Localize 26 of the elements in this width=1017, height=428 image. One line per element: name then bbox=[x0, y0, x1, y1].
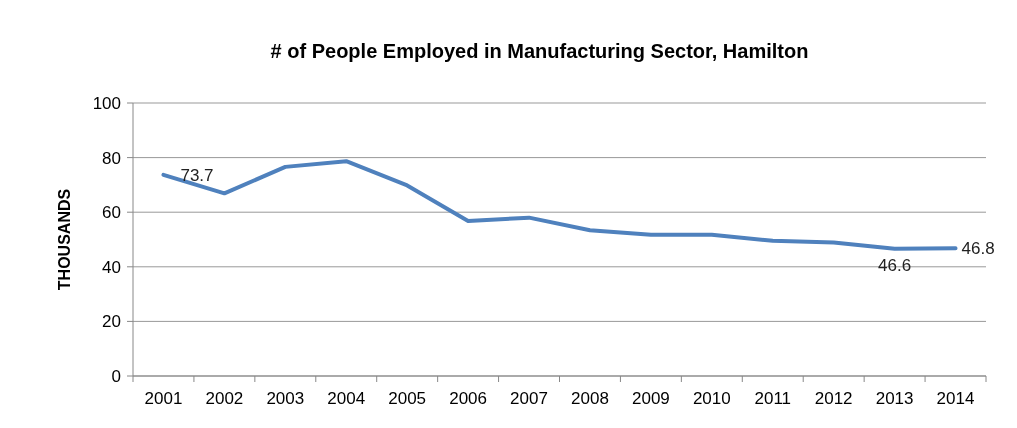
x-tick-label: 2008 bbox=[571, 389, 609, 408]
y-axis-title: THOUSANDS bbox=[56, 188, 73, 291]
x-tick-label: 2005 bbox=[388, 389, 427, 408]
x-tick-label: 2013 bbox=[875, 389, 914, 408]
x-tick-label: 2002 bbox=[205, 389, 244, 408]
data-label: 46.8 bbox=[961, 239, 995, 259]
y-tick-label: 40 bbox=[102, 257, 121, 277]
y-tick-label: 100 bbox=[92, 93, 121, 113]
x-tick-label: 2001 bbox=[144, 389, 183, 408]
y-tick-label: 20 bbox=[102, 312, 121, 332]
line-series bbox=[161, 159, 958, 251]
x-tick-label: 2006 bbox=[449, 389, 488, 408]
y-tick-label: 60 bbox=[102, 203, 121, 223]
y-tick-label: 80 bbox=[102, 148, 121, 168]
x-tick-label: 2004 bbox=[327, 389, 366, 408]
x-tick-label: 2007 bbox=[510, 389, 548, 408]
x-tick-label: 2011 bbox=[754, 389, 792, 408]
x-tick-label: 2010 bbox=[692, 389, 731, 408]
y-tick-label: 0 bbox=[111, 366, 121, 386]
data-label: 73.7 bbox=[180, 165, 214, 185]
chart-title: # of People Employed in Manufacturing Sector, Hamilton bbox=[270, 40, 809, 62]
x-tick-label: 2012 bbox=[814, 389, 853, 408]
x-tick-label: 2014 bbox=[936, 389, 975, 408]
data-label: 46.6 bbox=[878, 255, 912, 275]
x-tick-label: 2003 bbox=[266, 389, 305, 408]
x-tick-label: 2009 bbox=[631, 389, 670, 408]
